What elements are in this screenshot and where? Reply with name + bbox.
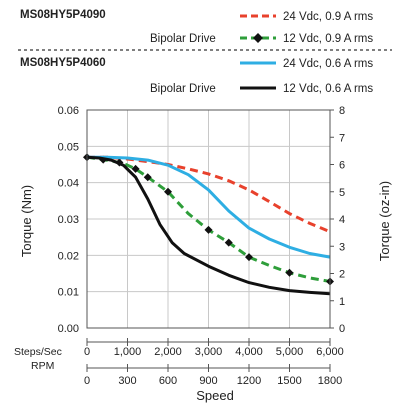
y-tick-label-right: 8 [339,105,345,117]
y-tick-label-left: 0.00 [58,323,79,335]
y-tick-label-left: 0.06 [58,105,79,117]
series-marker-diamond [204,225,213,234]
x-tick-label: 1200 [237,375,261,387]
legend-entry-4: 12 Vdc, 0.6 A rms [240,83,373,95]
x-tick-label: 0 [84,375,90,387]
y-tick-label-left: 0.02 [58,250,79,262]
x-row-label-steps: Steps/Sec [14,346,62,358]
legend-model-1: MS08HY5P4090 [20,9,106,21]
y-tick-label-right: 0 [339,323,345,335]
y-tick-label-right: 4 [339,214,345,226]
legend-label-blue: 24 Vdc, 0.6 A rms [283,58,373,70]
x-tick-label: 900 [199,375,217,387]
plot-series [83,153,334,296]
y-tick-label-left: 0.03 [58,214,79,226]
legend-label-red: 24 Vdc, 0.9 A rms [283,11,373,23]
y-tick-label-right: 1 [339,296,345,308]
x-tick-label: 4,000 [235,346,263,358]
series-line-3 [87,155,331,259]
y-axis-right-title: Torque (oz-in) [377,181,392,261]
x-tick-label: 600 [159,375,177,387]
y-axis-left-title: Torque (Nm) [19,185,34,257]
x-axis-title: Speed [196,388,234,403]
series-marker-diamond [285,268,294,277]
series-marker-diamond [245,253,253,262]
legend-drive-1: Bipolar Drive [150,33,216,45]
x-tick-label: 2,000 [154,346,182,358]
series-line-4 [86,155,331,296]
legend-label-black: 12 Vdc, 0.6 A rms [283,83,373,95]
y-tick-label-left: 0.05 [58,141,79,153]
series-marker-diamond [224,238,233,247]
x-tick-label: 1,000 [114,346,142,358]
series-marker-diamond [143,173,152,182]
legend-entry-3: 24 Vdc, 0.6 A rms [240,58,373,70]
series-marker-diamond [131,164,140,173]
x-tick-label: 300 [118,375,136,387]
axis-ticks: 0.00 0.01 0.02 0.03 0.04 0.05 0.06 0 1 2 3 4 5 6 7 8 0 1,… [58,105,346,387]
x-tick-label: 3,000 [195,346,223,358]
x-tick-label: 6,000 [316,346,344,358]
legend-entry-1: 24 Vdc, 0.9 A rms [240,11,373,23]
y-tick-label-right: 2 [339,269,345,281]
y-tick-label-left: 0.04 [58,178,79,190]
y-tick-label-right: 3 [339,241,345,253]
x-tick-label: 1500 [277,375,301,387]
y-tick-label-right: 5 [339,187,345,199]
x-tick-label: 1800 [318,375,342,387]
plot-grid [86,109,331,329]
y-tick-label-left: 0.01 [58,287,79,299]
x-tick-label: 5,000 [276,346,304,358]
x-row-label-rpm: RPM [31,360,54,372]
legend-entry-2: 12 Vdc, 0.9 A rms [240,33,373,45]
legend-drive-2: Bipolar Drive [150,83,216,95]
y-tick-label-right: 6 [339,160,345,172]
legend-label-green: 12 Vdc, 0.9 A rms [283,33,373,45]
series-marker-diamond [164,187,172,196]
legend-diamond-marker [253,33,263,43]
x-tick-label: 0 [84,346,90,358]
y-tick-label-right: 7 [339,132,345,144]
legend-model-2: MS08HY5P4060 [20,57,106,69]
